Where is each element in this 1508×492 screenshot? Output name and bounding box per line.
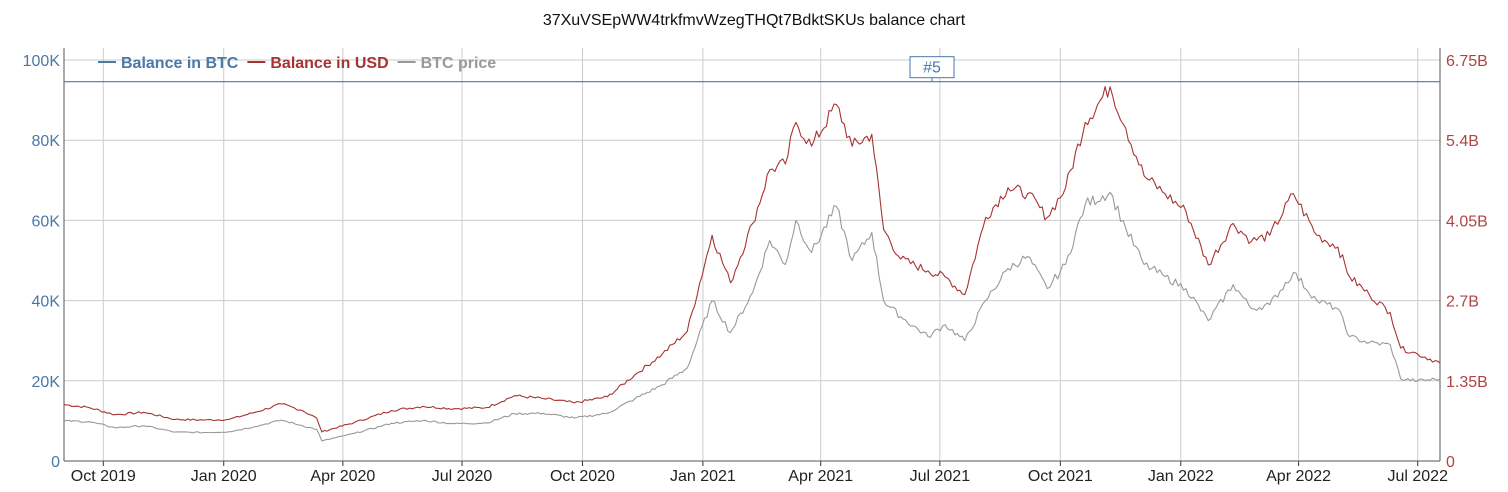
legend-label: Balance in USD xyxy=(270,55,388,72)
y-left-tick-label: 80K xyxy=(32,133,61,150)
annotation-label: #5 xyxy=(923,60,941,77)
y-left-tick-label: 60K xyxy=(32,213,61,230)
y-right-tick-label: 0 xyxy=(1446,454,1455,471)
x-tick-label: Jul 2020 xyxy=(432,468,493,485)
grid xyxy=(64,48,1440,462)
y-left-tick-label: 20K xyxy=(32,374,61,391)
legend: Balance in BTC Balance in USD BTC price xyxy=(98,55,496,72)
x-tick-label: Jan 2022 xyxy=(1148,468,1214,485)
y-left-tick-label: 40K xyxy=(32,294,61,311)
series-line-btc-price xyxy=(63,191,1441,442)
series-line-balance-usd xyxy=(63,86,1441,433)
x-tick-label: Jul 2022 xyxy=(1387,468,1448,485)
legend-label: Balance in BTC xyxy=(121,55,239,72)
y-right-tick-label: 4.05B xyxy=(1446,213,1488,230)
x-tick-label: Apr 2022 xyxy=(1266,468,1331,485)
y-left-tick-label: 100K xyxy=(23,53,61,70)
annotation: #5 xyxy=(909,56,955,82)
tick-labels: Oct 2019 Jan 2020 Apr 2020 Jul 2020 Oct 2020… xyxy=(23,53,1488,485)
legend-label: BTC price xyxy=(421,55,497,72)
x-tick-label: Oct 2021 xyxy=(1028,468,1093,485)
x-tick-label: Jan 2021 xyxy=(670,468,736,485)
series-lines xyxy=(63,81,1441,442)
axes xyxy=(63,48,1441,466)
x-tick-label: Jul 2021 xyxy=(910,468,971,485)
y-right-tick-label: 6.75B xyxy=(1446,53,1488,70)
x-tick-label: Jan 2020 xyxy=(191,468,257,485)
y-left-tick-label: 0 xyxy=(51,454,60,471)
x-tick-label: Apr 2021 xyxy=(788,468,853,485)
y-right-tick-label: 2.7B xyxy=(1446,294,1479,311)
y-right-tick-label: 1.35B xyxy=(1446,374,1488,391)
x-tick-label: Apr 2020 xyxy=(310,468,375,485)
chart-title: 37XuVSEpWW4trkfmvWzegTHQt7BdktSKUs balan… xyxy=(542,12,966,29)
annotation-box xyxy=(909,56,955,79)
y-right-tick-label: 5.4B xyxy=(1446,133,1479,150)
x-tick-label: Oct 2019 xyxy=(71,468,136,485)
x-tick-label: Oct 2020 xyxy=(550,468,615,485)
